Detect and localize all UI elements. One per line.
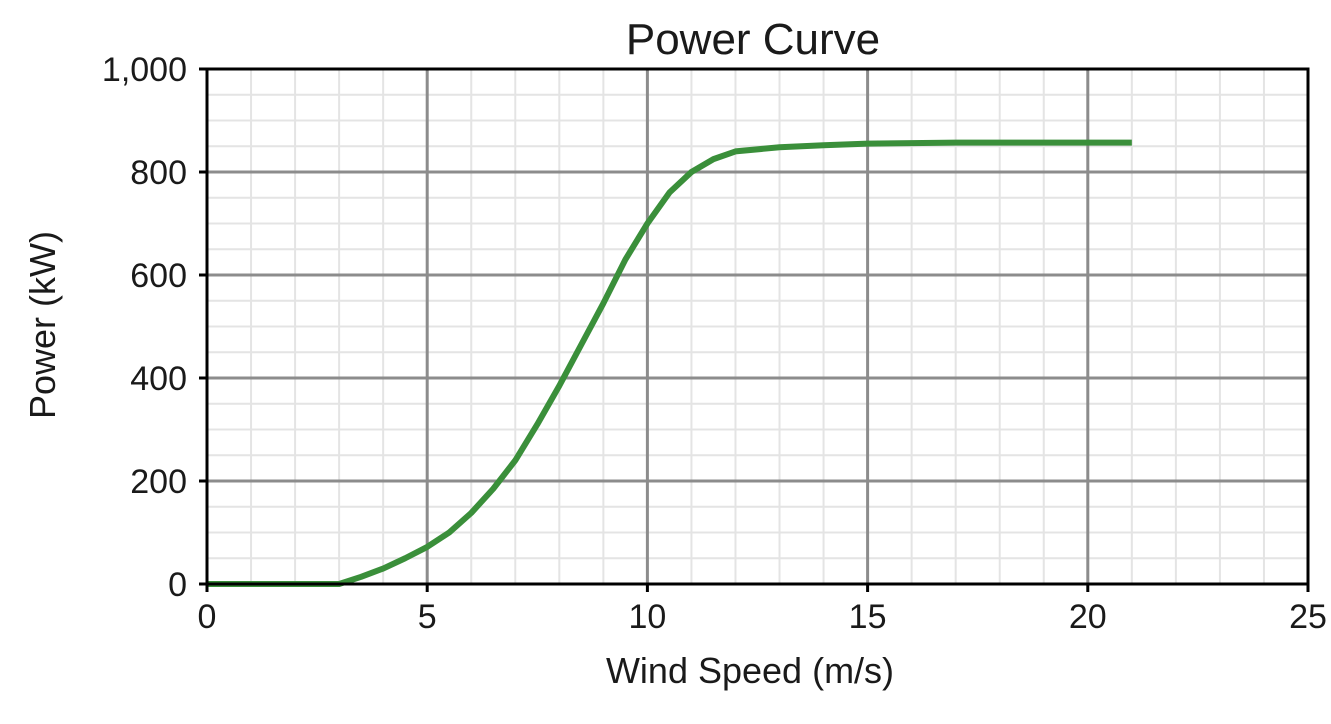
series-line-0 xyxy=(207,139,1132,587)
chart-title: Power Curve xyxy=(626,15,880,64)
minor-grid xyxy=(207,69,1308,584)
x-tick-label: 20 xyxy=(1069,598,1107,636)
x-tick-label: 10 xyxy=(628,598,666,636)
series-layer xyxy=(207,139,1132,587)
y-axis-label: Power (kW) xyxy=(22,231,63,419)
y-tick-label: 200 xyxy=(130,463,187,501)
y-tick-label: 400 xyxy=(130,360,187,398)
x-axis-ticks: 0 5 10 15 20 25 xyxy=(198,584,1327,636)
y-tick-label: 800 xyxy=(130,154,187,192)
x-tick-label: 0 xyxy=(198,598,217,636)
x-tick-label: 5 xyxy=(418,598,437,636)
x-axis-label: Wind Speed (m/s) xyxy=(606,650,894,691)
plot-frame xyxy=(205,67,1310,586)
y-tick-label: 1,000 xyxy=(102,51,187,89)
y-axis-ticks: 0 200 400 600 800 1,000 xyxy=(102,51,207,604)
x-tick-label: 25 xyxy=(1289,598,1327,636)
y-tick-label: 600 xyxy=(130,257,187,295)
x-tick-label: 15 xyxy=(849,598,887,636)
y-tick-label: 0 xyxy=(168,566,187,604)
